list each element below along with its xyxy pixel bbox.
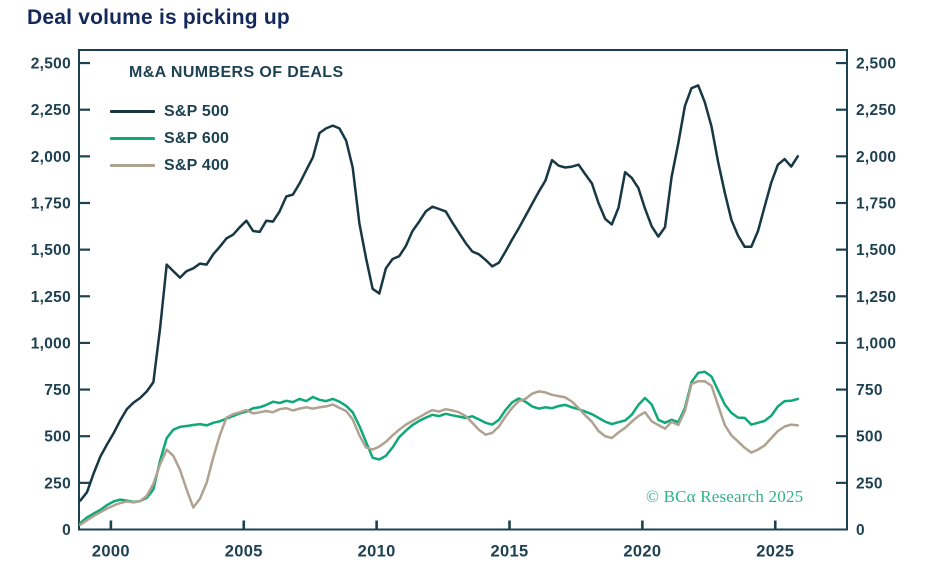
series-line-sp500 xyxy=(79,84,800,502)
y-tick-label-right: 2,000 xyxy=(856,149,896,166)
y-tick-label-right: 1,250 xyxy=(856,289,896,306)
plot-border xyxy=(78,49,848,531)
x-tick-label: 2010 xyxy=(358,543,396,561)
y-tick-label-right: 1,750 xyxy=(856,195,896,212)
chart-title: M&A NUMBERS OF DEALS xyxy=(129,64,344,81)
y-tick-label-left: 2,000 xyxy=(31,149,71,166)
page-title: Deal volume is picking up xyxy=(27,6,290,29)
legend-item-sp600: S&P 600 xyxy=(110,125,229,152)
y-tick-label-right: 0 xyxy=(856,522,865,539)
legend-item-sp500: S&P 500 xyxy=(110,98,229,125)
y-tick-label-left: 1,750 xyxy=(31,195,71,212)
y-tick-label-left: 2,500 xyxy=(31,56,71,73)
legend-label-sp500: S&P 500 xyxy=(164,102,230,120)
legend-line-swatch-sp500 xyxy=(110,110,155,113)
legend-line-swatch-sp400 xyxy=(110,164,155,167)
legend-line-swatch-sp600 xyxy=(110,137,155,140)
y-tick-label-right: 250 xyxy=(856,475,883,492)
copyright-watermark: © BCα Research 2025 xyxy=(646,487,804,506)
y-tick-label-right: 1,000 xyxy=(856,335,896,352)
y-tick-label-right: 2,500 xyxy=(856,56,896,73)
y-tick-label-left: 250 xyxy=(44,475,71,492)
y-tick-label-left: 0 xyxy=(62,522,71,539)
y-tick-label-left: 2,250 xyxy=(31,102,71,119)
x-tick-label: 2015 xyxy=(491,543,529,561)
y-tick-label-left: 1,000 xyxy=(31,335,71,352)
legend-item-sp400: S&P 400 xyxy=(110,152,229,179)
y-tick-label-right: 2,250 xyxy=(856,102,896,119)
x-tick-label: 2000 xyxy=(92,543,130,561)
y-tick-label-left: 500 xyxy=(44,429,71,446)
legend-label-sp400: S&P 400 xyxy=(164,156,230,174)
y-tick-label-left: 750 xyxy=(44,382,71,399)
legend: S&P 500 S&P 600 S&P 400 xyxy=(110,98,229,179)
y-tick-label-right: 1,500 xyxy=(856,242,896,259)
x-tick-label: 2020 xyxy=(623,543,661,561)
x-tick-label: 2025 xyxy=(756,543,794,561)
series-line-sp400 xyxy=(79,379,800,527)
y-tick-label-left: 1,500 xyxy=(31,242,71,259)
legend-label-sp600: S&P 600 xyxy=(164,129,230,147)
y-tick-label-right: 750 xyxy=(856,382,883,399)
y-tick-label-right: 500 xyxy=(856,429,883,446)
y-tick-label-left: 1,250 xyxy=(31,289,71,306)
x-tick-label: 2005 xyxy=(225,543,263,561)
